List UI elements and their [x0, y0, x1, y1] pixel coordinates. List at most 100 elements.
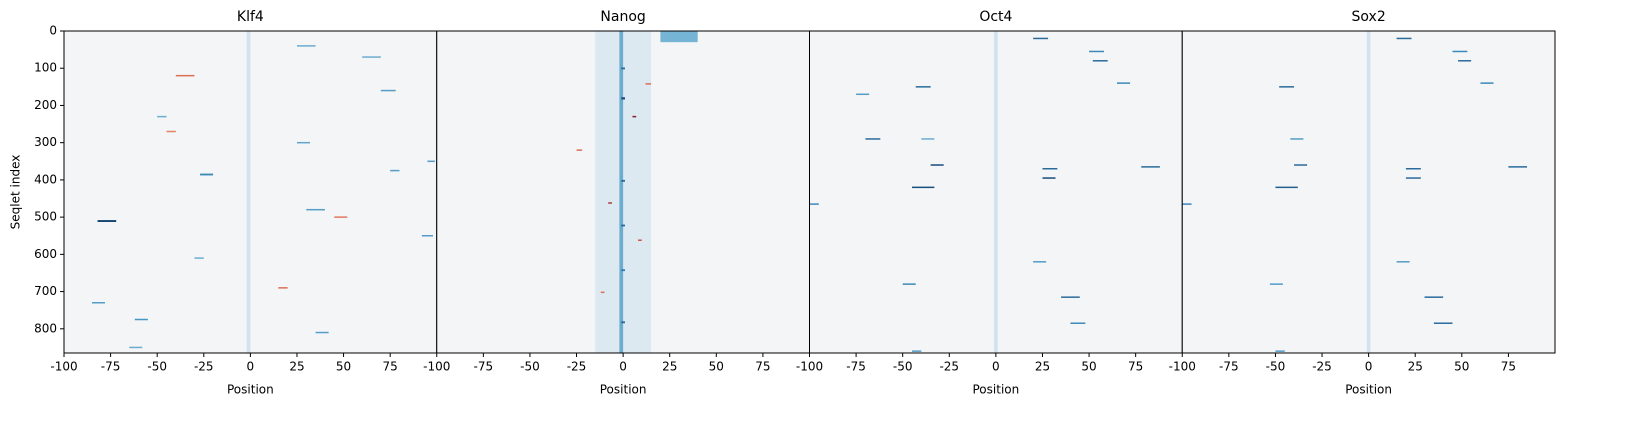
panel-title: Nanog	[600, 9, 645, 25]
heatmap-cell	[856, 93, 870, 96]
heatmap-cell	[1182, 203, 1192, 205]
heatmap-cell	[608, 202, 612, 204]
heatmap-cell	[175, 74, 195, 77]
x-tick-label: 50	[1454, 360, 1469, 374]
heatmap-cell	[1458, 60, 1472, 62]
heatmap-cell	[621, 224, 625, 227]
heatmap-cell	[576, 149, 583, 151]
x-tick-label: -25	[194, 360, 214, 374]
heatmap-cell	[660, 31, 698, 43]
x-tick-label: 75	[1128, 360, 1143, 374]
heatmap-cell	[1396, 37, 1412, 40]
heatmap-cell	[921, 138, 935, 140]
heatmap-cell	[1452, 50, 1468, 53]
x-tick-label: 25	[1035, 360, 1050, 374]
x-tick-label: -50	[1266, 360, 1286, 374]
heatmap-cell	[621, 179, 625, 182]
panel-title: Sox2	[1352, 9, 1386, 25]
heatmap-cell	[1424, 296, 1444, 298]
y-tick-label: 100	[34, 61, 57, 75]
heatmap-cell	[421, 234, 434, 237]
heatmap-cell	[600, 291, 605, 294]
x-tick-label: -75	[101, 360, 121, 374]
x-axis-label: Position	[227, 383, 274, 397]
heatmap-cell	[200, 173, 214, 176]
heatmap-cell	[902, 283, 916, 285]
heatmap-cell	[1275, 186, 1298, 189]
heatmap-cell	[619, 31, 624, 353]
x-axis-label: Position	[600, 383, 647, 397]
y-tick-label: 800	[34, 321, 57, 335]
heatmap-cell	[246, 31, 251, 353]
y-tick-label: 600	[34, 247, 57, 261]
heatmap-cell	[912, 186, 935, 189]
heatmap-cell	[390, 169, 400, 172]
x-tick-label: 0	[247, 360, 255, 374]
x-tick-label: -25	[1312, 360, 1332, 374]
heatmap-cell	[1405, 177, 1421, 179]
heatmap-cell	[362, 56, 381, 58]
heatmap-cell	[638, 239, 642, 241]
heatmap-cell	[1269, 283, 1283, 285]
heatmap-cell	[645, 83, 652, 85]
heatmap-cell	[278, 287, 288, 289]
heatmap-cell	[930, 164, 944, 166]
y-tick-label: 500	[34, 210, 57, 224]
x-tick-label: 25	[662, 360, 677, 374]
x-tick-label: -25	[567, 360, 587, 374]
x-tick-label: -50	[893, 360, 913, 374]
x-tick-label: 75	[1501, 360, 1516, 374]
x-tick-label: 75	[755, 360, 770, 374]
heatmap-cell	[427, 160, 435, 163]
y-tick-label: 400	[34, 172, 57, 186]
heatmap-cell	[865, 138, 881, 140]
heatmap-cell	[1480, 82, 1494, 84]
x-tick-label: 0	[992, 360, 1000, 374]
x-tick-label: -100	[1169, 360, 1196, 374]
heatmap-cell	[1508, 166, 1528, 168]
x-tick-label: 75	[383, 360, 398, 374]
heatmap-cell	[1275, 350, 1285, 352]
x-tick-label: 50	[336, 360, 351, 374]
x-tick-label: 25	[289, 360, 304, 374]
heatmap-cell	[91, 302, 106, 304]
heatmap-cell	[380, 89, 396, 92]
x-tick-label: -50	[520, 360, 540, 374]
x-tick-label: 50	[1081, 360, 1096, 374]
heatmap-cell	[1033, 261, 1047, 263]
x-tick-label: -100	[423, 360, 450, 374]
x-tick-label: -75	[846, 360, 866, 374]
heatmap-cell	[129, 346, 143, 349]
heatmap-cell	[296, 141, 311, 144]
x-tick-label: -100	[796, 360, 823, 374]
heatmap-cell	[306, 208, 325, 211]
heatmap-cell	[1042, 167, 1058, 170]
heatmap-cell	[1070, 322, 1086, 324]
y-tick-label: 200	[34, 98, 57, 112]
panel-title: Klf4	[237, 9, 264, 25]
heatmap-cell	[1396, 261, 1410, 263]
heatmap-cell	[1089, 50, 1104, 53]
heatmap-cell	[334, 216, 348, 218]
heatmap-cell	[134, 318, 148, 321]
x-tick-label: -25	[939, 360, 959, 374]
y-tick-label: 0	[49, 24, 57, 38]
heatmap-cell	[1117, 82, 1131, 84]
x-tick-label: -50	[147, 360, 167, 374]
heatmap-cell	[809, 203, 819, 205]
panel-title: Oct4	[979, 9, 1012, 25]
heatmap-cell	[1141, 166, 1160, 168]
x-axis-label: Position	[1345, 383, 1392, 397]
heatmap-cell	[296, 45, 316, 47]
heatmap-cell	[994, 31, 998, 353]
x-tick-label: 0	[619, 360, 627, 374]
heatmap-cell	[621, 321, 625, 324]
x-tick-label: -75	[1219, 360, 1239, 374]
heatmap-cell	[1042, 177, 1056, 179]
heatmap-cell	[1092, 60, 1108, 62]
heatmap-cell	[1405, 167, 1421, 170]
heatmap-cell	[621, 67, 625, 70]
heatmap-cell	[1294, 164, 1308, 166]
heatmap-cell	[621, 269, 625, 272]
